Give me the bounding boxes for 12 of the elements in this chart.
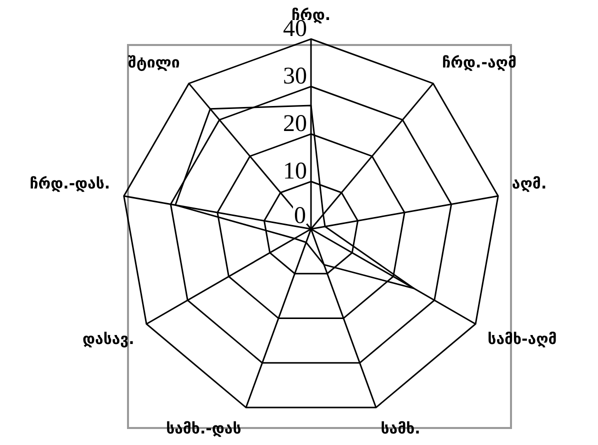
spoke-label: ჩრდ.-აღმ (442, 54, 517, 72)
y-tick-label: 0 (294, 203, 306, 229)
spoke-label: სამხ. (380, 420, 420, 438)
spoke-label: ჩრდ.-დას. (30, 174, 110, 192)
spoke-label: სამხ-აღმ (488, 330, 557, 348)
spoke-label: შტილი (128, 54, 180, 72)
y-tick-label: 20 (283, 111, 307, 137)
y-tick-label: 30 (283, 64, 307, 90)
spoke-label: სამხ.-დას (166, 420, 242, 438)
spoke-label: დასავ. (82, 330, 134, 348)
spoke-label: აღმ. (512, 174, 547, 192)
y-tick-label: 10 (283, 158, 307, 184)
